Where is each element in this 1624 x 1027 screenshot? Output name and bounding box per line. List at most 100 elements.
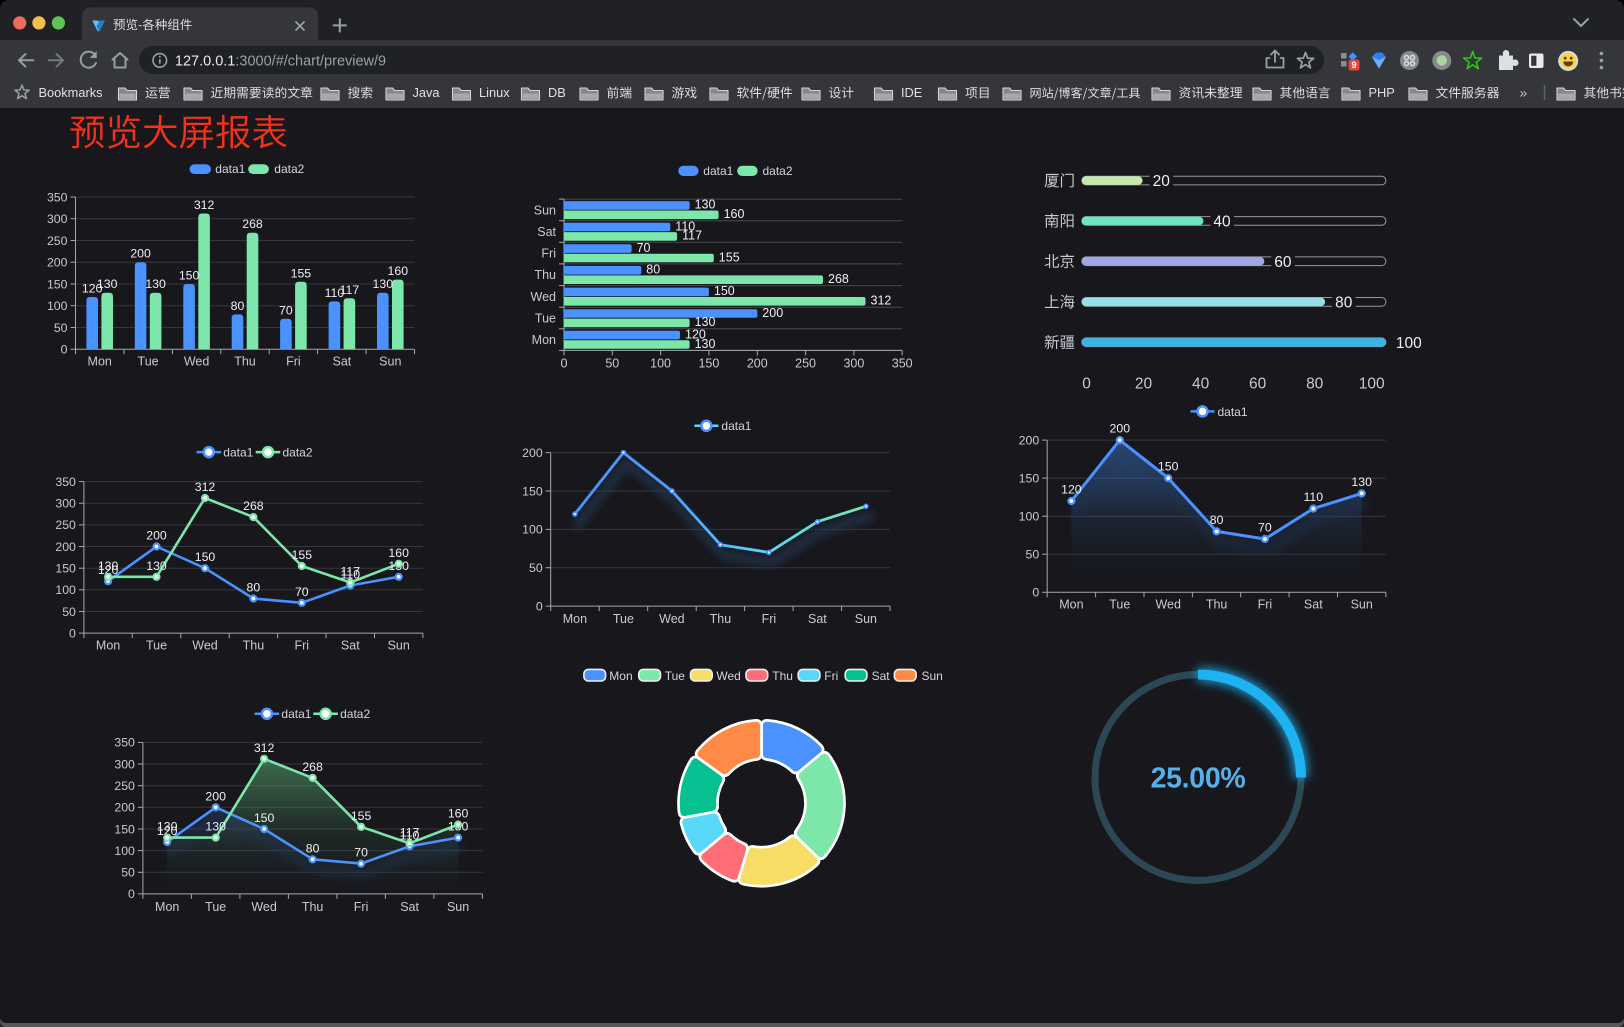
svg-text:0: 0 — [536, 599, 543, 613]
svg-text:200: 200 — [130, 247, 151, 261]
svg-text:40: 40 — [1213, 214, 1231, 231]
svg-text:Mon: Mon — [563, 612, 587, 626]
svg-text:117: 117 — [340, 283, 360, 297]
svg-text:120: 120 — [157, 824, 178, 838]
svg-text:Sun: Sun — [388, 638, 410, 652]
svg-text:150: 150 — [195, 550, 216, 564]
svg-text:150: 150 — [254, 811, 275, 825]
svg-text:Mon: Mon — [1059, 598, 1083, 612]
svg-text:117: 117 — [340, 565, 360, 579]
svg-text:70: 70 — [637, 241, 651, 255]
svg-text:250: 250 — [47, 234, 68, 248]
svg-text:150: 150 — [47, 277, 68, 291]
svg-text:312: 312 — [254, 741, 275, 755]
svg-text:data1: data1 — [281, 707, 311, 721]
svg-text:Thu: Thu — [534, 268, 556, 282]
svg-text:Thu: Thu — [234, 355, 256, 369]
svg-text:130: 130 — [695, 337, 716, 351]
svg-text:117: 117 — [682, 229, 702, 243]
svg-text:0: 0 — [128, 887, 135, 901]
svg-text:80: 80 — [306, 841, 320, 855]
svg-text:200: 200 — [47, 256, 68, 270]
svg-text:data2: data2 — [274, 162, 304, 176]
svg-text:80: 80 — [247, 581, 261, 595]
svg-text:50: 50 — [1026, 548, 1040, 562]
svg-text:160: 160 — [724, 207, 745, 221]
svg-text:155: 155 — [351, 809, 372, 823]
svg-text:data1: data1 — [215, 162, 245, 176]
svg-text:Sun: Sun — [379, 355, 401, 369]
svg-text:data2: data2 — [763, 164, 793, 178]
svg-text:Wed: Wed — [192, 638, 218, 652]
svg-text:155: 155 — [292, 548, 313, 562]
svg-text:155: 155 — [291, 266, 312, 280]
svg-text:130: 130 — [98, 559, 119, 573]
svg-text:110: 110 — [400, 828, 420, 842]
svg-text:0: 0 — [61, 343, 68, 357]
svg-text:150: 150 — [55, 562, 76, 576]
svg-text:100: 100 — [650, 357, 671, 371]
svg-text:150: 150 — [114, 822, 135, 836]
svg-text:120: 120 — [685, 327, 706, 341]
svg-text:110: 110 — [340, 568, 360, 582]
svg-text:70: 70 — [279, 303, 293, 317]
svg-text:Wed: Wed — [184, 355, 210, 369]
svg-text:50: 50 — [529, 561, 543, 575]
svg-text:130: 130 — [97, 277, 118, 291]
svg-text:Sun: Sun — [534, 203, 556, 217]
svg-text:160: 160 — [448, 807, 469, 821]
svg-text:data2: data2 — [283, 446, 313, 460]
svg-text:Sun: Sun — [922, 669, 943, 683]
svg-text:50: 50 — [62, 605, 76, 619]
svg-text:Mon: Mon — [155, 900, 179, 914]
svg-text:Sat: Sat — [400, 900, 419, 914]
svg-text:150: 150 — [1158, 460, 1179, 474]
svg-text:130: 130 — [157, 820, 178, 834]
svg-text:160: 160 — [388, 264, 409, 278]
svg-text:300: 300 — [55, 497, 76, 511]
svg-text:50: 50 — [605, 357, 619, 371]
svg-text:80: 80 — [1210, 513, 1224, 527]
svg-text:130: 130 — [695, 198, 716, 212]
svg-text:127.0.0.1:3000/#/chart/preview: 127.0.0.1:3000/#/chart/preview/9 — [175, 53, 386, 69]
svg-text:25.00%: 25.00% — [1151, 763, 1246, 795]
svg-text:Wed: Wed — [251, 900, 277, 914]
svg-text:100: 100 — [1396, 335, 1422, 352]
svg-text:IDE: IDE — [901, 85, 922, 100]
svg-text:120: 120 — [98, 563, 119, 577]
svg-text:130: 130 — [373, 277, 394, 291]
svg-text:110: 110 — [1303, 490, 1323, 504]
svg-text:Tue: Tue — [535, 311, 556, 325]
svg-text:Sat: Sat — [872, 669, 891, 683]
svg-text:100: 100 — [114, 844, 135, 858]
svg-text:Sat: Sat — [808, 612, 827, 626]
svg-text:312: 312 — [194, 198, 215, 212]
svg-text:Wed: Wed — [531, 290, 557, 304]
svg-text:350: 350 — [47, 190, 68, 204]
svg-text:0: 0 — [1032, 586, 1039, 600]
svg-text:Sat: Sat — [1304, 598, 1323, 612]
svg-text:80: 80 — [1335, 295, 1353, 312]
svg-text:data1: data1 — [1218, 405, 1248, 419]
svg-text:Sun: Sun — [855, 612, 877, 626]
svg-text:Bookmarks: Bookmarks — [39, 85, 103, 100]
svg-text:80: 80 — [231, 299, 245, 313]
svg-text:Tue: Tue — [665, 669, 686, 683]
svg-text:268: 268 — [828, 272, 849, 286]
svg-text:Tue: Tue — [1109, 598, 1130, 612]
svg-text:70: 70 — [295, 585, 309, 599]
svg-text:Sat: Sat — [537, 225, 556, 239]
svg-text:268: 268 — [242, 217, 263, 231]
svg-text:Thu: Thu — [772, 669, 793, 683]
svg-text:100: 100 — [47, 299, 68, 313]
svg-text:150: 150 — [179, 269, 200, 283]
svg-text:200: 200 — [55, 540, 76, 554]
svg-text:Tue: Tue — [205, 900, 226, 914]
svg-text:»: » — [1520, 85, 1528, 101]
svg-text:Fri: Fri — [295, 638, 310, 652]
svg-text:300: 300 — [114, 757, 135, 771]
svg-text:Sat: Sat — [341, 638, 360, 652]
svg-text:110: 110 — [675, 219, 695, 233]
svg-text:130: 130 — [145, 277, 166, 291]
svg-text:160: 160 — [388, 546, 409, 560]
